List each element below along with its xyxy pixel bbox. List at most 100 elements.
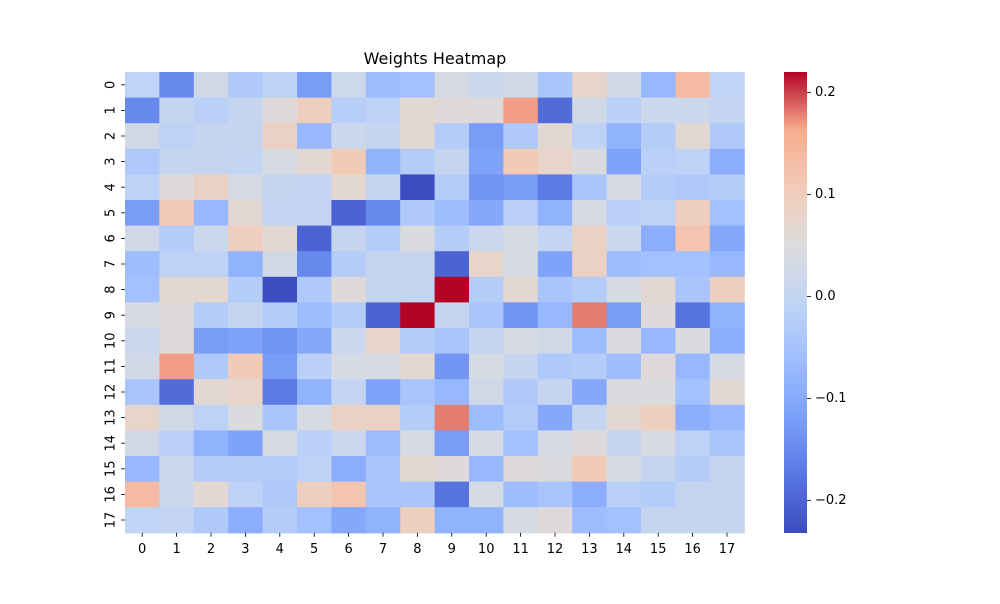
heatmap-cell (503, 174, 539, 201)
heatmap-cell (709, 353, 745, 380)
heatmap-cell (159, 174, 195, 201)
heatmap-cell (641, 379, 676, 406)
heatmap-cell (331, 251, 367, 278)
heatmap-cell (709, 200, 745, 227)
x-tick-label: 2 (207, 542, 215, 557)
heatmap-cell (572, 481, 608, 508)
heatmap-cell (331, 174, 367, 201)
heatmap-cell (641, 353, 676, 380)
heatmap-cell (709, 507, 745, 534)
heatmap-cell (228, 225, 264, 252)
heatmap-cell (434, 72, 470, 99)
heatmap-cell (125, 456, 160, 483)
heatmap-cell (709, 430, 745, 457)
y-tick-label: 6 (104, 234, 119, 242)
x-tick-label: 4 (276, 542, 284, 557)
heatmap-cell (503, 404, 539, 431)
y-tick-label: 11 (104, 358, 119, 375)
heatmap-cell (537, 507, 573, 534)
heatmap-cell (262, 353, 298, 380)
heatmap-cell (606, 225, 642, 252)
heatmap-cell (297, 302, 332, 329)
heatmap-cell (641, 200, 676, 227)
heatmap-cell (365, 404, 401, 431)
heatmap-cell (606, 276, 642, 303)
heatmap-cell (365, 174, 401, 201)
heatmap-cell (125, 507, 160, 534)
heatmap-cell (572, 174, 608, 201)
heatmap-cell (125, 200, 160, 227)
heatmap-cell (503, 430, 539, 457)
heatmap-cell (434, 225, 470, 252)
heatmap-cell (709, 97, 745, 124)
heatmap-cell (400, 123, 436, 150)
heatmap-cell (193, 225, 229, 252)
heatmap-cell (125, 174, 160, 201)
heatmap-cell (400, 328, 436, 355)
heatmap-cell (469, 507, 504, 534)
heatmap-cell (434, 200, 470, 227)
heatmap-cell (365, 123, 401, 150)
heatmap-cell (572, 302, 608, 329)
heatmap-cell (228, 97, 264, 124)
heatmap-cell (675, 72, 711, 99)
heatmap-cell (331, 225, 367, 252)
heatmap-cell (159, 72, 195, 99)
heatmap-cell (606, 353, 642, 380)
y-tick-label: 0 (104, 81, 119, 89)
heatmap-cell (228, 200, 264, 227)
heatmap-cell (228, 328, 264, 355)
heatmap-cell (228, 276, 264, 303)
heatmap-cell (434, 123, 470, 150)
heatmap-cell (331, 379, 367, 406)
heatmap-cell (675, 404, 711, 431)
heatmap-cell (675, 200, 711, 227)
heatmap-cell (159, 97, 195, 124)
x-tick-label: 1 (172, 542, 180, 557)
heatmap-cell (572, 430, 608, 457)
heatmap-cell (365, 225, 401, 252)
heatmap-cell (641, 174, 676, 201)
heatmap-cell (228, 251, 264, 278)
heatmap-cell (503, 148, 539, 175)
heatmap-cell (469, 430, 504, 457)
heatmap-cell (572, 123, 608, 150)
heatmap-cell (709, 174, 745, 201)
heatmap-cell (537, 174, 573, 201)
heatmap-cell (262, 200, 298, 227)
heatmap-cell (606, 302, 642, 329)
heatmap-cell (503, 72, 539, 99)
heatmap-cell (125, 481, 160, 508)
heatmap-cell (193, 72, 229, 99)
heatmap-cell (228, 430, 264, 457)
heatmap-cell (159, 379, 195, 406)
heatmap-cell (469, 276, 504, 303)
heatmap-cell (503, 123, 539, 150)
heatmap-cell (537, 353, 573, 380)
y-tick-label: 14 (104, 435, 119, 452)
heatmap-cell (193, 148, 229, 175)
heatmap-cell (365, 353, 401, 380)
heatmap-cell (159, 276, 195, 303)
heatmap-cell (262, 481, 298, 508)
x-tick-label: 9 (448, 542, 456, 557)
heatmap-cell (641, 97, 676, 124)
heatmap-cell (503, 328, 539, 355)
heatmap-cell (400, 148, 436, 175)
heatmap-cell (331, 507, 367, 534)
heatmap-cell (228, 481, 264, 508)
heatmap-cell (297, 225, 332, 252)
heatmap-cell (469, 353, 504, 380)
heatmap-cell (159, 328, 195, 355)
y-tick-label: 15 (104, 461, 119, 478)
heatmap-cell (193, 97, 229, 124)
heatmap-cell (434, 148, 470, 175)
heatmap-cell (297, 97, 332, 124)
heatmap-cell (262, 302, 298, 329)
heatmap-cell (641, 328, 676, 355)
heatmap-cell (606, 148, 642, 175)
y-tick-label: 7 (104, 260, 119, 268)
heatmap-cell (297, 148, 332, 175)
heatmap-cell (641, 225, 676, 252)
